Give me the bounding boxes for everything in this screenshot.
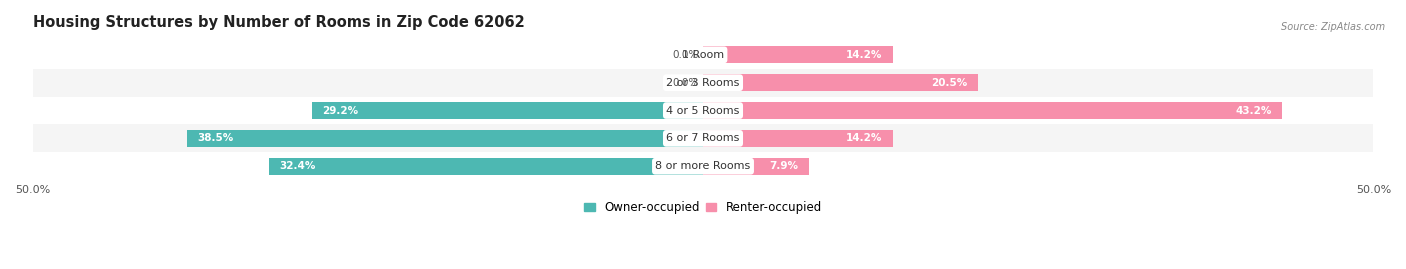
Bar	[312, 102, 703, 119]
Bar	[32, 125, 1374, 152]
Text: 20.5%: 20.5%	[931, 78, 967, 88]
Text: Source: ZipAtlas.com: Source: ZipAtlas.com	[1281, 22, 1385, 31]
Text: 2 or 3 Rooms: 2 or 3 Rooms	[666, 78, 740, 88]
Text: 14.2%: 14.2%	[846, 133, 883, 143]
Text: 4 or 5 Rooms: 4 or 5 Rooms	[666, 105, 740, 115]
Text: 1 Room: 1 Room	[682, 50, 724, 60]
Bar	[32, 97, 1374, 125]
Text: 0.0%: 0.0%	[672, 78, 699, 88]
Bar	[703, 74, 977, 91]
Bar	[32, 152, 1374, 180]
Bar	[187, 130, 703, 147]
Legend: Owner-occupied, Renter-occupied: Owner-occupied, Renter-occupied	[579, 196, 827, 219]
Bar	[703, 158, 808, 175]
Bar	[703, 130, 893, 147]
Text: 32.4%: 32.4%	[280, 161, 316, 171]
Text: 38.5%: 38.5%	[197, 133, 233, 143]
Bar	[703, 46, 893, 63]
Text: 14.2%: 14.2%	[846, 50, 883, 60]
Bar	[703, 102, 1282, 119]
Bar	[32, 41, 1374, 69]
Bar	[269, 158, 703, 175]
Text: 43.2%: 43.2%	[1234, 105, 1271, 115]
Text: 29.2%: 29.2%	[322, 105, 359, 115]
Text: 6 or 7 Rooms: 6 or 7 Rooms	[666, 133, 740, 143]
Bar	[32, 69, 1374, 97]
Text: Housing Structures by Number of Rooms in Zip Code 62062: Housing Structures by Number of Rooms in…	[32, 15, 524, 30]
Text: 0.0%: 0.0%	[672, 50, 699, 60]
Text: 7.9%: 7.9%	[769, 161, 799, 171]
Text: 8 or more Rooms: 8 or more Rooms	[655, 161, 751, 171]
